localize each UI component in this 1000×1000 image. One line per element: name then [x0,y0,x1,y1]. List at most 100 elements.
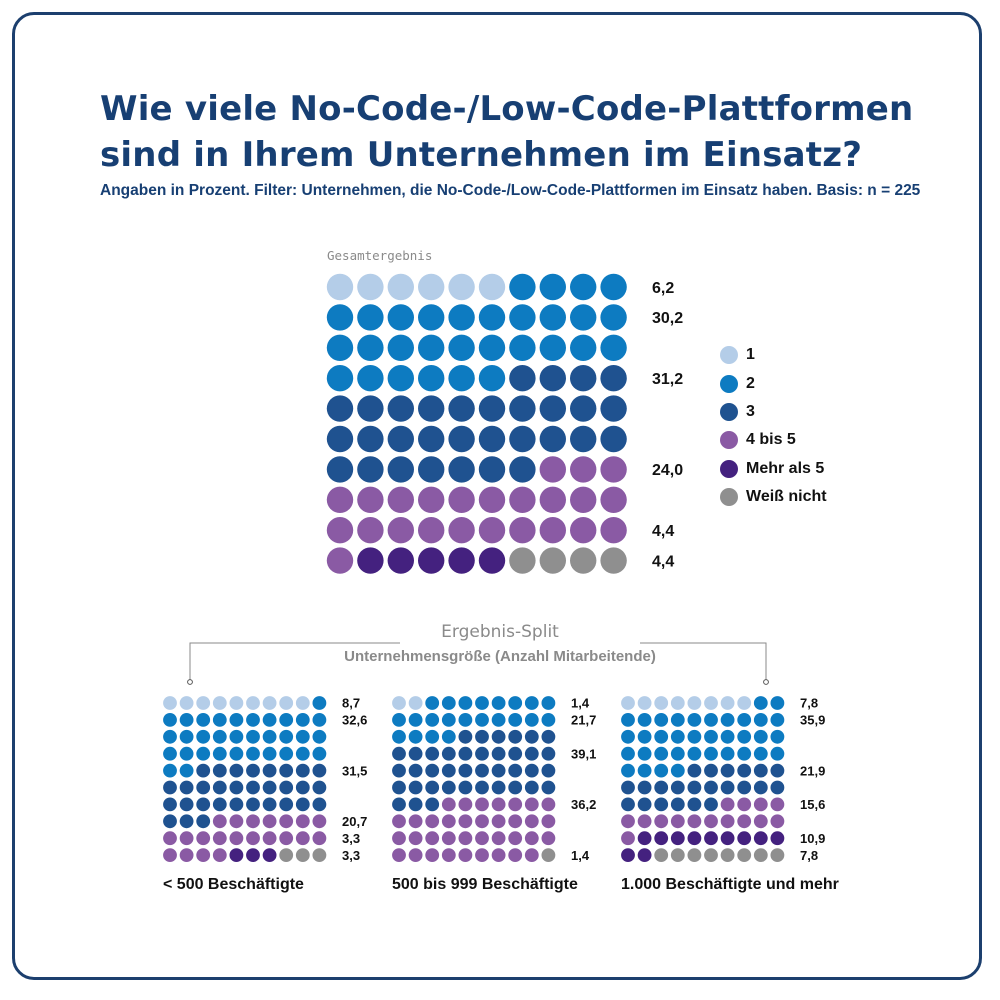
waffle-dot [524,746,539,761]
waffle-dot [637,729,652,744]
waffle-dot [654,848,669,862]
waffle-dot [539,304,566,331]
waffle-dot [279,848,294,862]
waffle-dot [770,797,785,812]
value-label: 39,1 [571,746,596,761]
waffle-dot [279,763,294,778]
waffle-dot [491,831,506,846]
waffle-dot [508,797,523,812]
waffle-dot [418,547,445,574]
legend-item: 4 bis 5 [720,426,827,454]
panel-label-large: 1.000 Beschäftigte und mehr [621,876,839,893]
waffle-dot [524,696,539,710]
waffle-dot [508,746,523,761]
waffle-dot [637,814,652,829]
waffle-dot [509,425,536,453]
waffle-dot [753,746,768,761]
waffle-dot [600,517,627,544]
waffle-dot [737,713,752,727]
waffle-dot [387,425,414,453]
waffle-dot [509,517,536,544]
waffle-dot [670,746,685,761]
waffle-dot [704,696,718,710]
legend-item: Mehr als 5 [720,455,827,483]
waffle-dot [425,729,440,744]
waffle-dot [570,425,597,453]
waffle-dot [491,814,506,829]
waffle-dot [163,746,177,761]
waffle-dot [524,814,539,829]
waffle-dot [326,456,354,483]
waffle-dot [408,848,423,862]
waffle-dot [392,831,406,846]
waffle-dot [737,814,752,829]
waffle-dot [387,365,414,392]
waffle-dot [687,831,702,846]
waffle-dot [295,729,310,744]
waffle-dot [357,517,384,544]
waffle-dot [425,814,440,829]
waffle-dot [687,746,702,761]
waffle-dot [229,729,244,744]
waffle-dot [508,780,523,795]
waffle-dot [509,273,536,301]
waffle-dot [387,486,414,513]
waffle-dot [475,696,489,710]
waffle-dot [491,763,506,778]
waffle-dot [770,814,785,829]
waffle-dot [753,713,768,727]
waffle-dot [295,780,310,795]
waffle-dot [509,395,536,422]
waffle-dot [478,425,506,453]
waffle-dot [262,763,277,778]
waffle-dot [392,814,406,829]
waffle-dot [163,797,177,812]
waffle-dot [687,729,702,744]
waffle-dot [418,304,445,331]
waffle-dot [570,395,597,422]
waffle-dot [262,831,277,846]
waffle-dot [570,334,597,361]
split-subtitle: Unternehmensgröße (Anzahl Mitarbeitende) [344,648,656,665]
waffle-dot [312,763,327,778]
waffle-dot [621,797,635,812]
waffle-dot [508,848,523,862]
waffle-dot [478,273,506,301]
waffle-dot [670,763,685,778]
waffle-dot [478,334,506,361]
waffle-dot [326,547,354,574]
waffle-dot [163,763,177,778]
waffle-dot [196,746,211,761]
waffle-dot [448,517,475,544]
waffle-dot [262,696,277,710]
waffle-dot [541,780,556,795]
waffle-dot [196,729,211,744]
waffle-dot [458,746,473,761]
waffle-dot [670,780,685,795]
waffle-dot [687,780,702,795]
legend-label: 4 bis 5 [746,431,796,449]
waffle-dot [753,729,768,744]
value-label: 4,4 [652,523,674,540]
waffle-dot [279,696,294,710]
waffle-dot [524,831,539,846]
waffle-dot [770,780,785,795]
value-label: 1,4 [571,848,590,863]
waffle-dot [621,746,635,761]
waffle-dot [570,365,597,392]
waffle-dot [295,713,310,727]
waffle-dot [737,729,752,744]
waffle-dot [654,780,669,795]
waffle-dot [737,696,752,710]
waffle-dot [770,696,785,710]
waffle-dot [539,273,566,301]
waffle-dot [279,746,294,761]
waffle-dot [357,486,384,513]
waffle-dot [441,814,456,829]
waffle-dot [541,814,556,829]
waffle-dot [753,763,768,778]
waffle-dot [654,797,669,812]
waffle-dot [541,696,556,710]
waffle-dot [196,763,211,778]
waffle-dot [458,797,473,812]
